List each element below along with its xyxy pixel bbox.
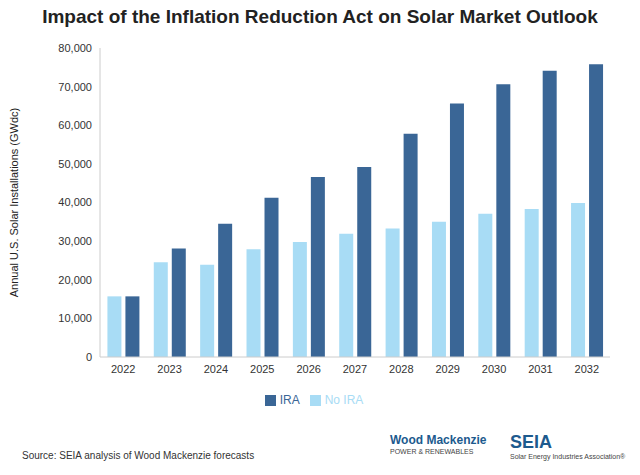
html-text:Impact of the Inflation Reduct: Impact of the Inflation Reduction Act on… [42, 6, 598, 27]
svg-text:20,000: 20,000 [58, 274, 92, 286]
svg-text:2029: 2029 [435, 363, 459, 375]
svg-text:2030: 2030 [482, 363, 506, 375]
html-text:Wood Mackenzie: Wood Mackenzie [390, 433, 487, 447]
svg-text:Annual U.S. Solar Installation: Annual U.S. Solar Installations (GWdc) [8, 108, 20, 298]
svg-text:2032: 2032 [575, 363, 599, 375]
svg-text:2031: 2031 [528, 363, 552, 375]
svg-text:10,000: 10,000 [58, 312, 92, 324]
svg-text:40,000: 40,000 [58, 196, 92, 208]
html-text:No IRA: No IRA [324, 393, 364, 407]
html-text:IRA: IRA [279, 393, 300, 407]
svg-text:80,000: 80,000 [58, 42, 92, 54]
html-text:Solar Energy Industries Associ: Solar Energy Industries Association® [510, 453, 626, 460]
svg-text:30,000: 30,000 [58, 235, 92, 247]
html-text:POWER & RENEWABLES: POWER & RENEWABLES [390, 448, 474, 455]
html-text:Source: SEIA analysis of Wood: Source: SEIA analysis of Wood Mackenzie … [22, 450, 255, 461]
svg-text:2023: 2023 [157, 363, 181, 375]
svg-text:50,000: 50,000 [58, 158, 92, 170]
svg-text:2025: 2025 [250, 363, 274, 375]
svg-text:2026: 2026 [296, 363, 320, 375]
html-text:SEIA: SEIA [510, 432, 552, 452]
svg-text:2028: 2028 [389, 363, 413, 375]
svg-text:2027: 2027 [343, 363, 367, 375]
svg-text:0: 0 [86, 351, 92, 363]
svg-text:2024: 2024 [204, 363, 228, 375]
svg-text:60,000: 60,000 [58, 119, 92, 131]
svg-text:70,000: 70,000 [58, 81, 92, 93]
svg-text:2022: 2022 [111, 363, 135, 375]
